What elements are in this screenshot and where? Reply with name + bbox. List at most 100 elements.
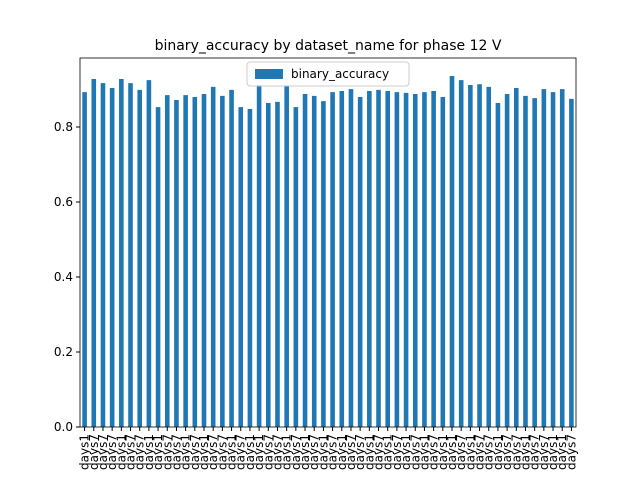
- bar: [247, 109, 253, 427]
- x-tick-label: days1: [252, 434, 266, 470]
- bar: [293, 107, 299, 427]
- x-tick-label: days7: [454, 434, 468, 470]
- bar: [357, 97, 363, 427]
- bar: [477, 84, 482, 427]
- x-tick-label: days7: [353, 434, 367, 470]
- x-tick-label: days7: [261, 434, 275, 470]
- bar: [504, 94, 510, 427]
- x-tick-label: days1: [335, 434, 349, 470]
- bar: [367, 91, 372, 427]
- bar: [559, 89, 565, 427]
- x-tick-label: days7: [270, 434, 284, 470]
- x-tick-label: days1: [555, 434, 569, 470]
- bar: [137, 89, 142, 427]
- x-tick-label: days1: [381, 434, 395, 470]
- x-tick-label: days1: [445, 434, 459, 470]
- x-tick-label: days7: [215, 434, 229, 470]
- x-tick-label: days1: [436, 434, 450, 470]
- y-tick-label: 0.6: [54, 195, 73, 209]
- x-tick-label: days7: [564, 434, 578, 470]
- y-tick-label: 0.8: [54, 120, 73, 134]
- x-tick-label: days7: [124, 434, 138, 470]
- bar: [109, 88, 115, 427]
- bar: [449, 76, 455, 427]
- x-tick-label: days1: [78, 434, 92, 470]
- x-tick-label: days7: [96, 434, 110, 470]
- x-tick-label: days1: [399, 434, 413, 470]
- x-tick-label: days1: [316, 434, 330, 470]
- bar: [321, 101, 326, 427]
- bar: [486, 86, 492, 427]
- x-tick-label: days1: [518, 434, 532, 470]
- x-tick-label: days7: [160, 434, 174, 470]
- x-tick-label: days7: [105, 434, 119, 470]
- y-tick-label: 0.0: [54, 420, 73, 434]
- x-tick-label: days1: [142, 434, 156, 470]
- x-tick-label: days1: [417, 434, 431, 470]
- x-tick-label: days7: [528, 434, 542, 470]
- x-tick-label: days7: [500, 434, 514, 470]
- x-tick-label: days1: [463, 434, 477, 470]
- x-tick-label: days7: [344, 434, 358, 470]
- bar: [412, 94, 418, 427]
- x-tick-label: days7: [408, 434, 422, 470]
- bar: [468, 85, 473, 427]
- bar: [569, 98, 574, 427]
- bar: [128, 83, 133, 427]
- x-tick-label: days7: [234, 434, 248, 470]
- bar: [82, 92, 87, 427]
- x-tick-label: days7: [307, 434, 321, 470]
- bar: [174, 100, 179, 427]
- bar: [100, 83, 106, 427]
- bar: [238, 107, 244, 427]
- x-tick-label: days7: [169, 434, 183, 470]
- bar: [91, 79, 97, 427]
- x-tick-label: days7: [206, 434, 220, 470]
- bar: [146, 80, 152, 427]
- bar: [302, 94, 308, 427]
- legend-label: binary_accuracy: [291, 67, 389, 81]
- x-tick-label: days1: [179, 434, 193, 470]
- bar: [183, 95, 188, 427]
- x-tick-label: days1: [362, 434, 376, 470]
- bar: [376, 89, 381, 427]
- x-tick-label: days7: [390, 434, 404, 470]
- bar: [422, 92, 427, 427]
- x-tick-label: days1: [114, 434, 128, 470]
- legend-swatch: [255, 69, 283, 79]
- x-tick-label: days1: [280, 434, 294, 470]
- legend-box: [246, 61, 410, 87]
- bar: [210, 86, 216, 427]
- bar: [192, 97, 198, 427]
- bar: [229, 89, 234, 427]
- bar: [385, 91, 390, 427]
- bar: [256, 85, 262, 427]
- bar: [514, 88, 519, 427]
- bar: [541, 89, 547, 427]
- bar: [394, 92, 400, 427]
- x-tick-label: days7: [372, 434, 386, 470]
- x-tick-label: days1: [491, 434, 505, 470]
- chart-title: binary_accuracy by dataset_name for phas…: [155, 38, 502, 54]
- y-tick-label: 0.2: [54, 345, 73, 359]
- bar: [440, 97, 446, 427]
- bar: [155, 107, 161, 427]
- bar: [550, 92, 556, 427]
- bar: [403, 92, 409, 427]
- x-tick-label: days7: [133, 434, 147, 470]
- bar: [348, 89, 354, 427]
- bar: [311, 95, 317, 427]
- x-tick-label: days7: [482, 434, 496, 470]
- bar: [431, 91, 436, 427]
- x-tick-label: days7: [427, 434, 441, 470]
- bar: [119, 79, 124, 427]
- bar: [266, 103, 271, 427]
- x-tick-label: days1: [546, 434, 560, 470]
- x-tick-label: days1: [151, 434, 165, 470]
- bar: [339, 91, 345, 427]
- x-tick-label: days1: [243, 434, 257, 470]
- bar: [495, 103, 501, 427]
- bar: [201, 94, 207, 427]
- x-tick-label: days7: [509, 434, 523, 470]
